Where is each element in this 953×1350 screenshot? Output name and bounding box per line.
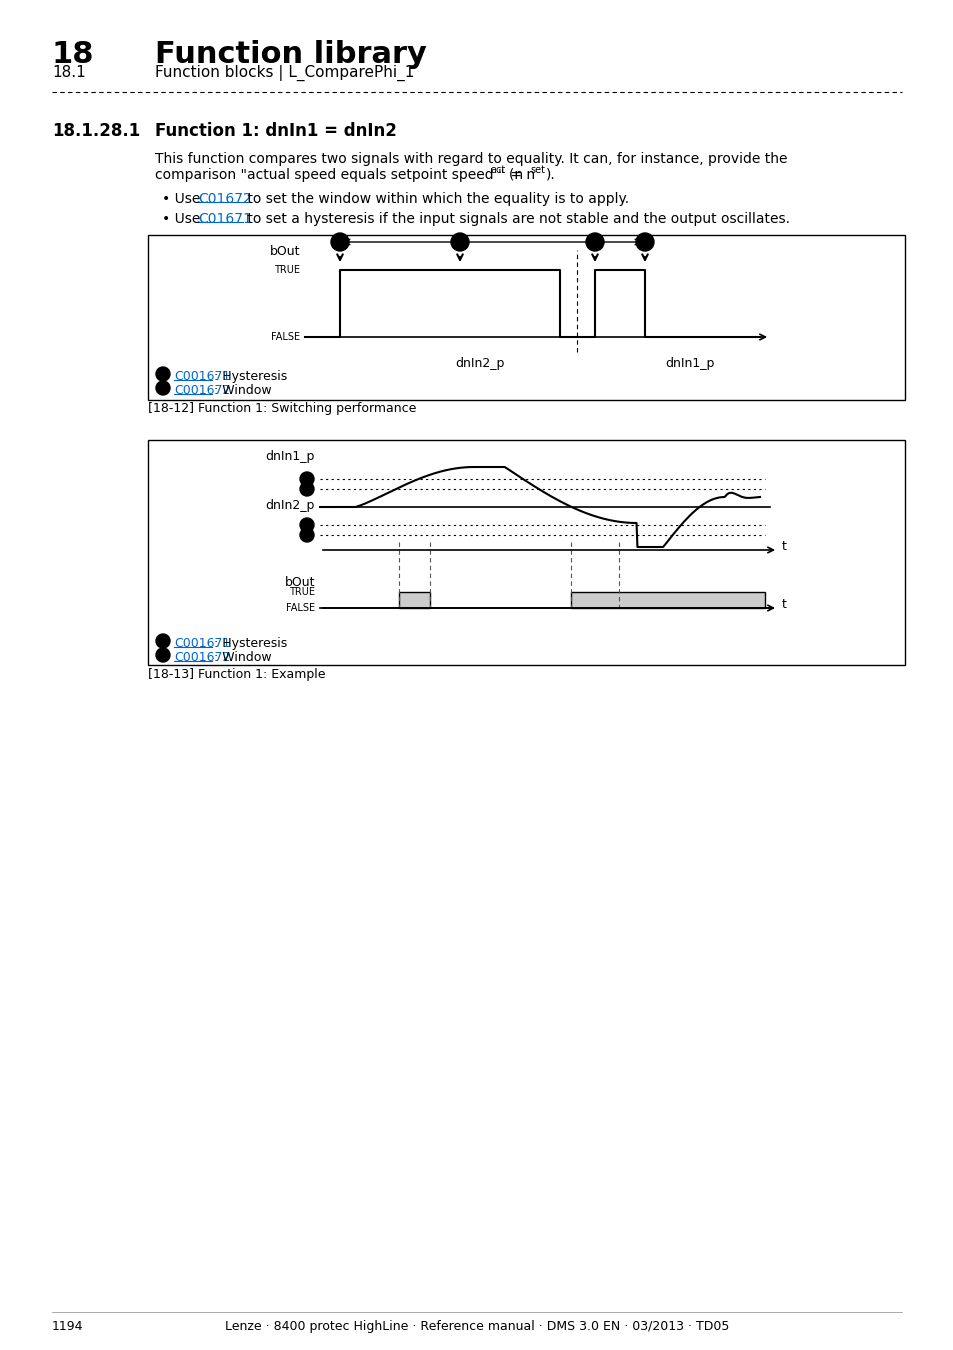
Text: 1: 1 — [336, 238, 343, 247]
Text: FALSE: FALSE — [271, 332, 299, 342]
Circle shape — [156, 648, 170, 662]
Text: • Use: • Use — [162, 192, 205, 207]
Text: 2: 2 — [304, 521, 310, 529]
Text: Function library: Function library — [154, 40, 426, 69]
Text: 2: 2 — [160, 383, 166, 393]
Circle shape — [299, 472, 314, 486]
Text: bOut: bOut — [269, 244, 299, 258]
Text: This function compares two signals with regard to equality. It can, for instance: This function compares two signals with … — [154, 153, 786, 166]
Text: [18-12] Function 1: Switching performance: [18-12] Function 1: Switching performanc… — [148, 402, 416, 414]
Text: 2: 2 — [304, 485, 310, 494]
Circle shape — [156, 634, 170, 648]
Text: : Window: : Window — [214, 383, 272, 397]
Text: C01671: C01671 — [198, 212, 252, 225]
Text: • Use: • Use — [162, 212, 205, 225]
Text: dnIn2_p: dnIn2_p — [265, 498, 314, 512]
Text: 1: 1 — [160, 370, 166, 378]
Text: C001671: C001671 — [173, 370, 230, 383]
Text: act: act — [490, 165, 505, 176]
Text: dnIn1_p: dnIn1_p — [265, 450, 314, 463]
Text: 2: 2 — [160, 651, 166, 660]
Text: C001672: C001672 — [173, 651, 230, 664]
Text: 1: 1 — [304, 531, 310, 540]
Text: C001672: C001672 — [173, 383, 230, 397]
Text: bOut: bOut — [284, 575, 314, 589]
Circle shape — [331, 234, 349, 251]
Text: 18: 18 — [52, 40, 94, 69]
Text: 1: 1 — [160, 636, 166, 645]
Text: C001671: C001671 — [173, 637, 230, 649]
Circle shape — [636, 234, 654, 251]
Circle shape — [156, 381, 170, 396]
Circle shape — [585, 234, 603, 251]
Circle shape — [299, 482, 314, 495]
Circle shape — [451, 234, 469, 251]
Text: TRUE: TRUE — [289, 587, 314, 597]
Text: 1: 1 — [641, 238, 648, 247]
Text: set: set — [530, 165, 544, 176]
Text: 1: 1 — [304, 474, 310, 483]
Text: dnIn1_p: dnIn1_p — [664, 356, 714, 370]
Text: Lenze · 8400 protec HighLine · Reference manual · DMS 3.0 EN · 03/2013 · TD05: Lenze · 8400 protec HighLine · Reference… — [225, 1320, 728, 1332]
Text: to set the window within which the equality is to apply.: to set the window within which the equal… — [243, 192, 628, 207]
Text: 1194: 1194 — [52, 1320, 84, 1332]
Text: comparison "actual speed equals setpoint speed " (n: comparison "actual speed equals setpoint… — [154, 167, 522, 182]
Text: 18.1: 18.1 — [52, 65, 86, 80]
Bar — [570, 593, 764, 608]
Text: : Window: : Window — [214, 651, 272, 664]
Bar — [398, 593, 430, 608]
Bar — [148, 235, 904, 400]
Circle shape — [299, 528, 314, 541]
Text: = n: = n — [505, 167, 535, 182]
Text: 2: 2 — [456, 238, 463, 247]
Circle shape — [299, 518, 314, 532]
Text: : Hysteresis: : Hysteresis — [214, 370, 288, 383]
Bar — [148, 440, 904, 666]
Text: ).: ). — [545, 167, 556, 182]
Text: FALSE: FALSE — [286, 603, 314, 613]
Text: Function blocks | L_ComparePhi_1: Function blocks | L_ComparePhi_1 — [154, 65, 414, 81]
Text: t: t — [781, 598, 786, 612]
Text: : Hysteresis: : Hysteresis — [214, 637, 288, 649]
Text: t: t — [781, 540, 786, 553]
Circle shape — [156, 367, 170, 381]
Text: dnIn2_p: dnIn2_p — [455, 356, 504, 370]
Text: Function 1: dnIn1 = dnIn2: Function 1: dnIn1 = dnIn2 — [154, 122, 396, 140]
Text: 2: 2 — [591, 238, 598, 247]
Text: [18-13] Function 1: Example: [18-13] Function 1: Example — [148, 668, 325, 680]
Text: TRUE: TRUE — [274, 265, 299, 275]
Text: C01672: C01672 — [198, 192, 252, 207]
Text: 18.1.28.1: 18.1.28.1 — [52, 122, 140, 140]
Text: to set a hysteresis if the input signals are not stable and the output oscillate: to set a hysteresis if the input signals… — [243, 212, 789, 225]
